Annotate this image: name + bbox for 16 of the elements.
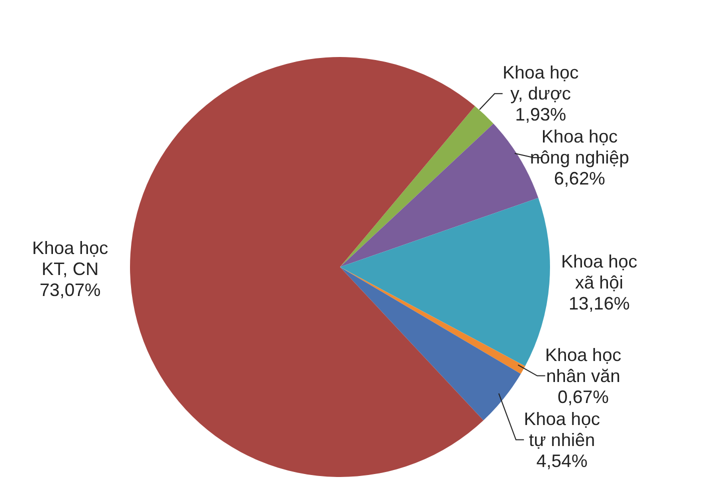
data-label: 0,67% — [558, 386, 609, 407]
pie-slice — [340, 106, 494, 267]
data-label: 13,16% — [568, 294, 630, 314]
data-label: 4,54% — [536, 450, 588, 471]
slice-label: Khoa học y, dược — [502, 62, 579, 104]
slice-label: Khoa học nông nghiệp — [530, 126, 630, 168]
pie-slice — [340, 267, 521, 420]
slice-label: Khoa học tự nhiên — [524, 408, 600, 450]
pie-slice — [130, 57, 484, 477]
slice-label: Khoa học nhân văn — [545, 344, 622, 386]
data-label: 1,93% — [515, 104, 566, 125]
data-label: 6,62% — [554, 168, 606, 189]
slice-label: Khoa học KT, CN — [32, 238, 108, 280]
data-label: 73,07% — [40, 280, 101, 300]
slice-label: Khoa học xã hội — [561, 252, 638, 293]
pie-slice — [340, 267, 526, 374]
